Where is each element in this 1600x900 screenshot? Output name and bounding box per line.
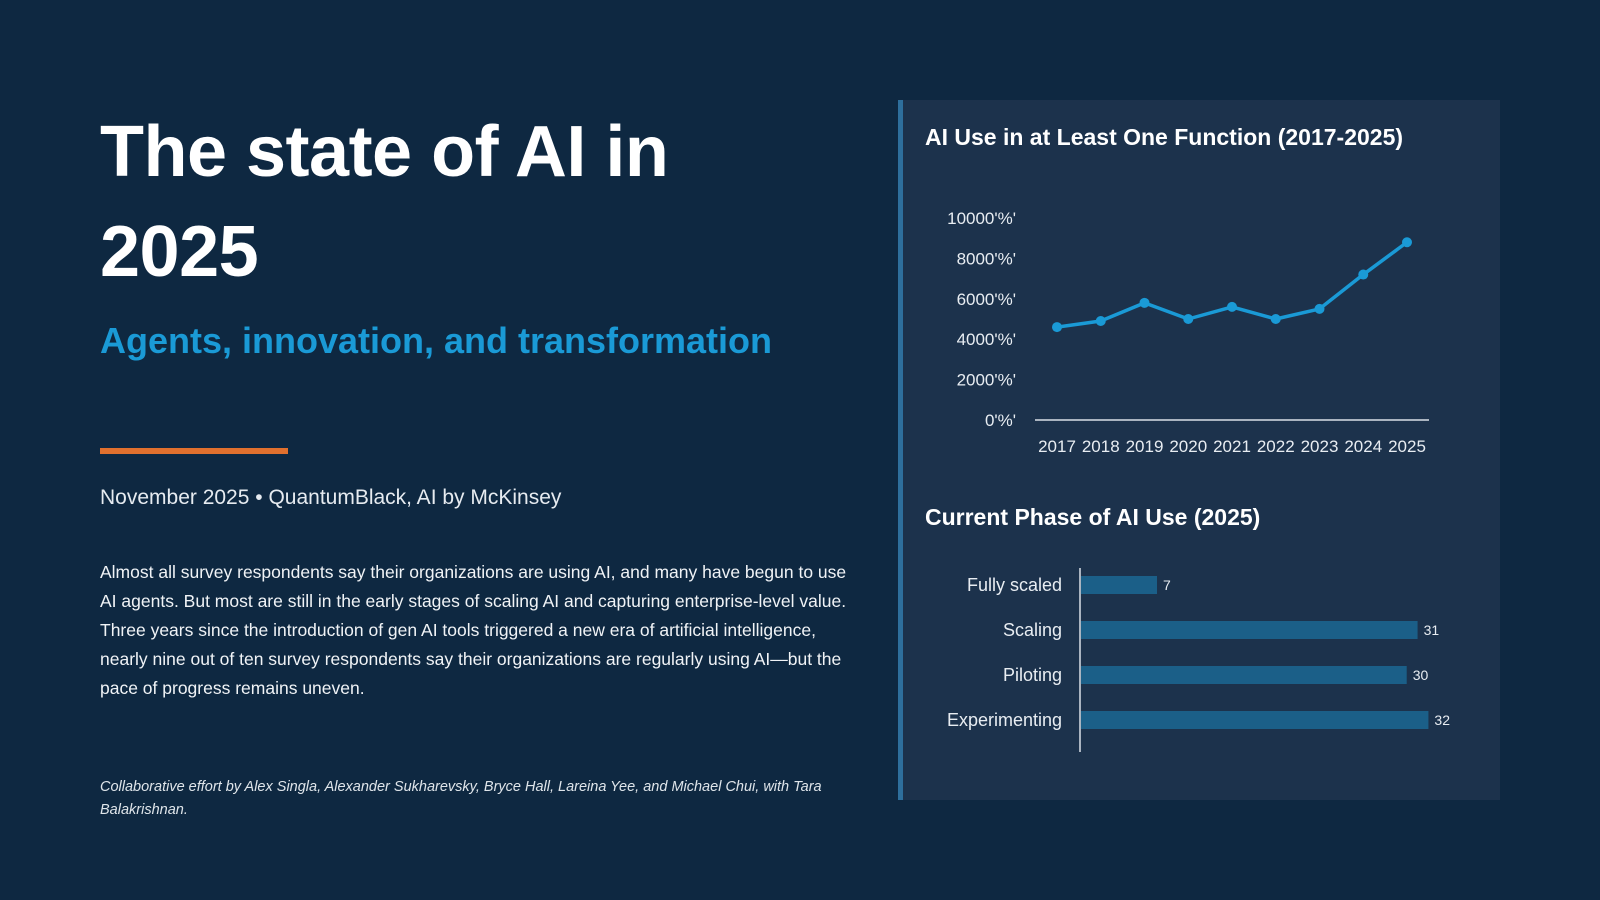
category-label: Piloting — [1003, 665, 1062, 685]
x-tick-label: 2021 — [1213, 437, 1251, 456]
bar-chart-title: Current Phase of AI Use (2025) — [925, 504, 1261, 530]
credits: Collaborative effort by Alex Singla, Ale… — [100, 779, 822, 818]
bar — [1081, 711, 1429, 729]
page-subtitle: Agents, innovation, and transformation — [100, 320, 773, 361]
bar — [1081, 666, 1407, 684]
data-point — [1314, 303, 1325, 314]
line-chart-title: AI Use in at Least One Function (2017-20… — [925, 124, 1404, 150]
x-tick-label: 2018 — [1082, 437, 1120, 456]
y-tick-label: 10000'%' — [947, 209, 1016, 228]
data-label: 31 — [1424, 622, 1440, 638]
x-tick-label: 2023 — [1301, 437, 1339, 456]
data-point — [1052, 322, 1062, 333]
y-tick-label: 2000'%' — [957, 371, 1016, 390]
dateline: November 2025 • QuantumBlack, AI by McKi… — [100, 486, 562, 509]
category-label: Scaling — [1003, 620, 1062, 640]
data-point — [1402, 237, 1412, 248]
summary-paragraph: Almost all survey respondents say their … — [100, 562, 847, 698]
charts-panel: AI Use in at Least One Function (2017-20… — [898, 100, 1500, 800]
y-tick-label: 6000'%' — [957, 290, 1016, 309]
data-point — [1270, 314, 1281, 324]
x-tick-label: 2020 — [1169, 437, 1207, 456]
x-tick-label: 2022 — [1257, 437, 1295, 456]
accent-divider — [100, 448, 288, 454]
category-label: Fully scaled — [967, 575, 1062, 595]
data-point — [1358, 269, 1369, 280]
category-label: Experimenting — [947, 710, 1062, 730]
series-line — [1056, 240, 1409, 329]
x-tick-label: 2024 — [1344, 437, 1382, 456]
data-label: 32 — [1434, 712, 1450, 728]
x-tick-label: 2025 — [1388, 437, 1426, 456]
bar — [1081, 576, 1157, 594]
x-tick-label: 2017 — [1038, 437, 1076, 456]
line-chart: 0'%' 2000'%' 4000'%' 6000'%' 8000'%' 10000'%'… — [947, 209, 1429, 456]
data-point — [1227, 301, 1237, 312]
x-tick-label: 2019 — [1126, 437, 1164, 456]
data-label: 7 — [1163, 577, 1171, 593]
bar — [1081, 621, 1418, 639]
data-point — [1095, 316, 1106, 327]
page-title: The state of AI in 2025 — [100, 112, 669, 292]
data-label: 30 — [1413, 667, 1429, 683]
data-point — [1139, 297, 1150, 308]
y-tick-label: 0'%' — [985, 411, 1016, 430]
y-tick-label: 8000'%' — [957, 249, 1016, 268]
bar-chart: Fully scaled 7 Scaling 31 Piloting 30 Experime… — [947, 568, 1450, 752]
y-tick-label: 4000'%' — [957, 330, 1016, 349]
data-point — [1183, 314, 1194, 324]
